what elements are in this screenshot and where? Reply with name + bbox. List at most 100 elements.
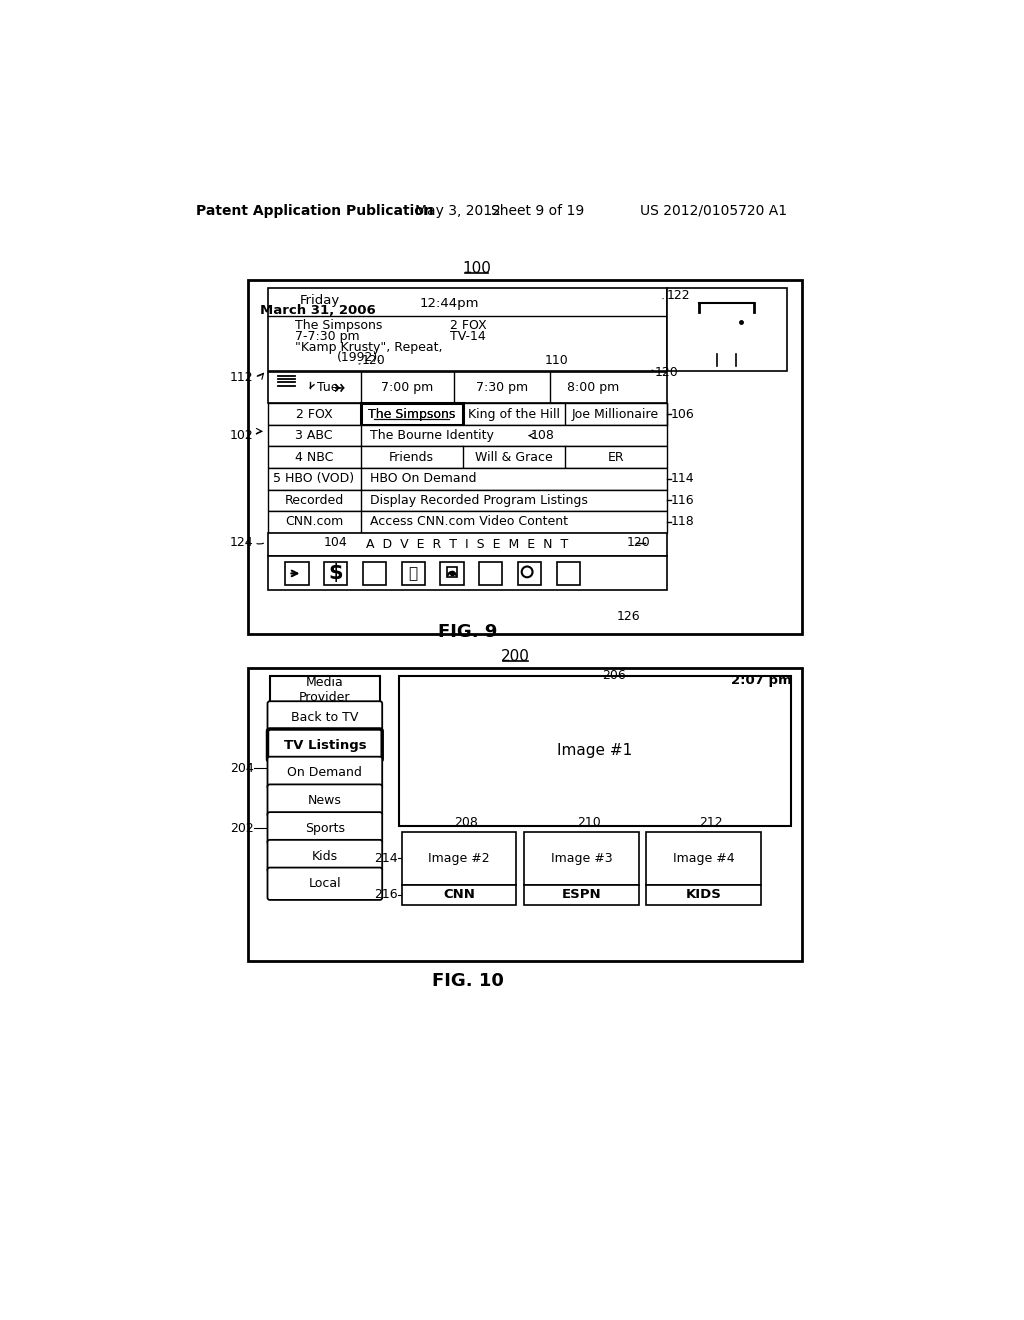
Text: May 3, 2012: May 3, 2012 [415, 203, 501, 218]
Text: Tue: Tue [317, 381, 339, 395]
Text: 106: 106 [671, 408, 694, 421]
Text: Image #1: Image #1 [557, 743, 633, 759]
Text: The Simpsons: The Simpsons [295, 319, 382, 333]
Bar [286, 562, 308, 585]
Text: 4 NBC: 4 NBC [295, 450, 333, 463]
Bar [479, 562, 503, 585]
Text: Access CNN.com Video Content: Access CNN.com Video Content [370, 515, 567, 528]
Text: The Simpsons: The Simpsons [368, 408, 456, 421]
Text: Sports: Sports [305, 822, 345, 834]
Text: 108: 108 [531, 429, 555, 442]
Text: 2 FOX: 2 FOX [296, 408, 333, 421]
Bar [401, 832, 516, 884]
Text: ER: ER [607, 450, 624, 463]
FancyBboxPatch shape [267, 701, 382, 734]
Bar [267, 532, 667, 556]
FancyBboxPatch shape [267, 784, 382, 817]
Polygon shape [636, 544, 645, 549]
Bar [401, 562, 425, 585]
FancyBboxPatch shape [267, 756, 382, 789]
FancyBboxPatch shape [267, 840, 382, 873]
Bar [399, 676, 791, 826]
Bar [248, 280, 802, 635]
Bar [667, 288, 786, 371]
Text: 7:00 pm: 7:00 pm [381, 381, 433, 395]
Text: 210: 210 [577, 816, 600, 829]
Bar [267, 469, 667, 490]
Text: FIG. 10: FIG. 10 [431, 972, 504, 990]
Text: Joe Millionaire: Joe Millionaire [572, 408, 659, 421]
Text: 2:07 pm: 2:07 pm [731, 675, 792, 686]
Text: News: News [308, 795, 342, 807]
Text: 114: 114 [671, 473, 694, 486]
Bar [362, 562, 386, 585]
Text: CNN: CNN [443, 888, 475, 902]
Text: Will & Grace: Will & Grace [475, 450, 552, 463]
Bar [518, 562, 541, 585]
Bar [267, 404, 667, 425]
FancyBboxPatch shape [267, 812, 382, 845]
Text: 7-7:30 pm: 7-7:30 pm [295, 330, 359, 343]
Text: Friends: Friends [389, 450, 434, 463]
Polygon shape [640, 380, 649, 396]
Text: A  D  V  E  R  T  I  S  E  M  E  N  T: A D V E R T I S E M E N T [366, 537, 568, 550]
Bar [694, 312, 702, 322]
Text: 122: 122 [667, 289, 690, 302]
Text: TV Listings: TV Listings [284, 739, 367, 751]
Text: 100: 100 [462, 261, 492, 276]
Bar [524, 832, 639, 884]
Text: 212: 212 [699, 816, 723, 829]
Text: 2 FOX: 2 FOX [450, 319, 486, 333]
Text: US 2012/0105720 A1: US 2012/0105720 A1 [640, 203, 786, 218]
Text: TV-14: TV-14 [450, 330, 485, 343]
Bar [267, 557, 667, 590]
Text: 5 HBO (VOD): 5 HBO (VOD) [273, 473, 354, 486]
Text: 8:00 pm: 8:00 pm [567, 381, 620, 395]
Bar [557, 562, 580, 585]
Text: 126: 126 [616, 610, 640, 623]
Text: 120: 120 [655, 366, 679, 379]
Text: ✋: ✋ [409, 566, 418, 581]
Text: Local: Local [308, 878, 341, 890]
Text: Recorded: Recorded [285, 494, 344, 507]
Bar [270, 676, 380, 705]
Text: "Kamp Krusty", Repeat,: "Kamp Krusty", Repeat, [295, 341, 442, 354]
Bar [248, 668, 802, 961]
Text: 120: 120 [627, 536, 651, 549]
FancyBboxPatch shape [267, 729, 382, 762]
Text: 202: 202 [229, 822, 254, 834]
Text: 124: 124 [230, 536, 254, 549]
Bar [267, 425, 667, 446]
Text: KIDS: KIDS [686, 888, 722, 902]
Text: 3 ABC: 3 ABC [295, 429, 333, 442]
Text: 206: 206 [602, 669, 626, 682]
Text: Display Recorded Program Listings: Display Recorded Program Listings [370, 494, 588, 507]
Bar [446, 568, 458, 577]
Text: (1992).: (1992). [337, 351, 383, 364]
Bar [267, 446, 667, 469]
Bar [324, 562, 347, 585]
Text: Patent Application Publication: Patent Application Publication [197, 203, 434, 218]
Text: 110: 110 [545, 354, 568, 367]
Text: 112: 112 [230, 371, 254, 384]
Bar [360, 404, 463, 425]
Bar [267, 490, 667, 511]
Text: The Bourne Identity: The Bourne Identity [370, 429, 494, 442]
Text: Back to TV: Back to TV [291, 711, 358, 723]
Text: Sheet 9 of 19: Sheet 9 of 19 [490, 203, 584, 218]
Text: Kids: Kids [311, 850, 338, 862]
Text: 7:30 pm: 7:30 pm [476, 381, 528, 395]
Bar [401, 884, 516, 906]
Text: 216: 216 [374, 888, 397, 902]
Text: 118: 118 [671, 515, 694, 528]
Text: $: $ [329, 564, 343, 583]
Text: 208: 208 [455, 816, 478, 829]
Text: On Demand: On Demand [288, 767, 362, 779]
Bar [524, 884, 639, 906]
Bar [646, 884, 761, 906]
Text: 120: 120 [362, 354, 386, 367]
Text: 214: 214 [374, 851, 397, 865]
Bar [646, 832, 761, 884]
Bar [267, 511, 667, 533]
Text: Friday: Friday [300, 293, 340, 306]
